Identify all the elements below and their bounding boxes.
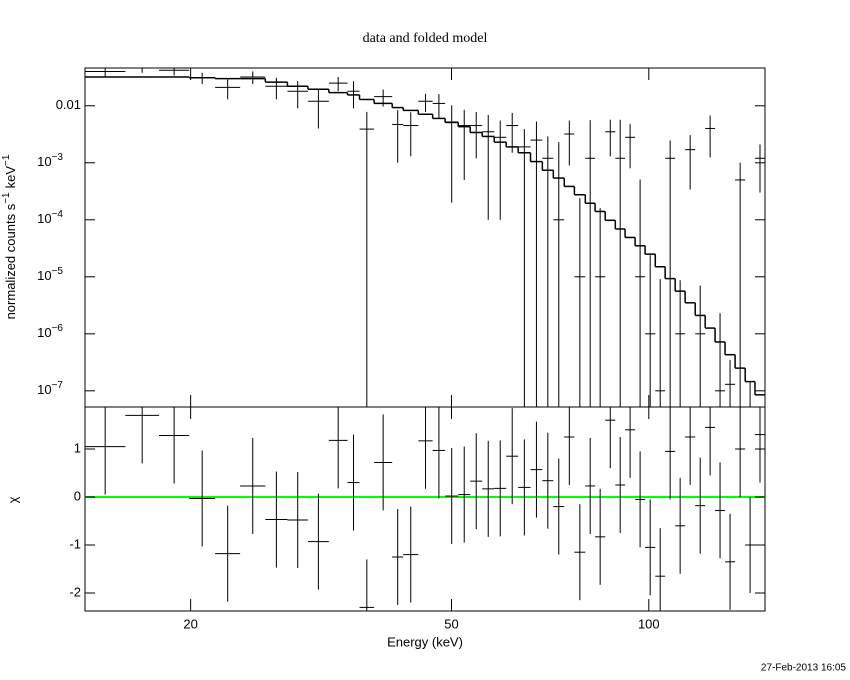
y-tick-exponent: −3: [52, 151, 64, 162]
y-tick-exponent: −7: [52, 379, 64, 390]
y-tick-base: 10: [37, 382, 51, 397]
y-tick-base: 10: [37, 211, 51, 226]
y-tick-label: -1: [69, 536, 81, 551]
y-tick-label: -2: [69, 584, 81, 599]
y-tick-label: 1: [74, 440, 81, 455]
x-tick-label: 20: [183, 616, 197, 631]
y-label-exponent: −1: [1, 192, 12, 204]
y-label-text: keV: [3, 166, 18, 189]
x-axis-label: Energy (keV): [387, 634, 463, 649]
x-tick-label: 50: [444, 616, 458, 631]
y-tick-exponent: −4: [52, 208, 64, 219]
x-tick-label: 100: [638, 616, 660, 631]
timestamp: 27-Feb-2013 16:05: [761, 663, 847, 674]
y-tick-base: 10: [37, 268, 51, 283]
bottom-plot: [85, 407, 765, 611]
y-label-exponent: −1: [1, 154, 12, 166]
top-plot: [85, 68, 765, 407]
y-tick-label: 0: [74, 488, 81, 503]
y-axis-label: χ: [5, 496, 20, 503]
y-tick-base: 10: [37, 325, 51, 340]
y-tick-exponent: −5: [52, 265, 64, 276]
y-tick-exponent: −6: [52, 322, 64, 333]
chart-title: data and folded model: [363, 31, 488, 46]
y-label-text: normalized counts s: [3, 203, 18, 319]
y-tick-label: 10−5: [37, 265, 63, 283]
y-tick-label: 10−6: [37, 322, 63, 340]
y-tick-label: 10−7: [37, 379, 63, 397]
y-tick-label: 10−3: [37, 151, 63, 169]
y-tick-label: 0.01: [56, 97, 81, 112]
y-tick-base: 10: [37, 154, 51, 169]
y-axis-label: normalized counts s−1keV−1: [1, 154, 19, 319]
y-tick-label: 10−4: [37, 208, 63, 226]
